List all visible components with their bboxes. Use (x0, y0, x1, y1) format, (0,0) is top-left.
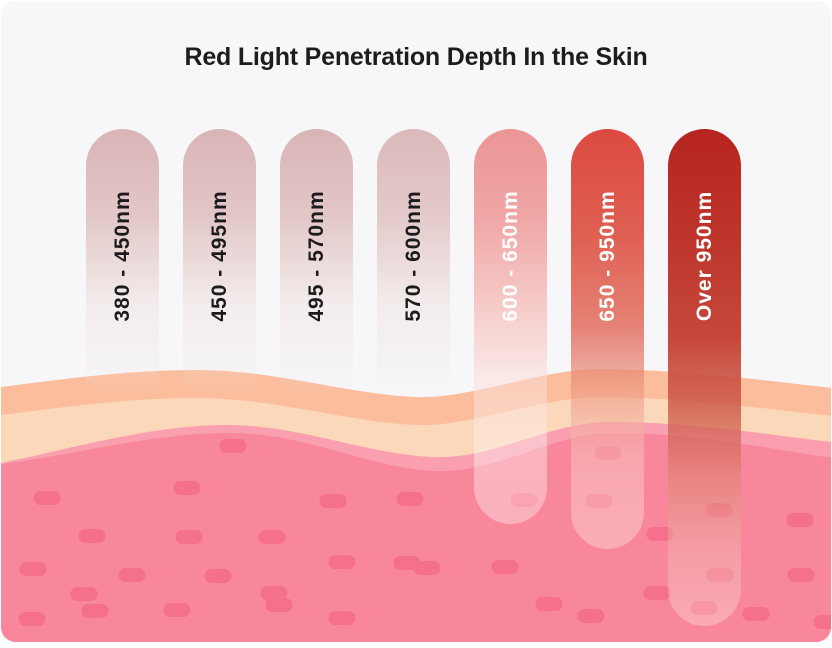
page-title: Red Light Penetration Depth In the Skin (184, 43, 648, 71)
dermis-spot (319, 494, 347, 508)
dermis-spot (175, 530, 203, 544)
wavelength-bar-label: 570 - 600nm (401, 190, 425, 322)
dermis-spot (78, 529, 106, 543)
dermis-spot (70, 587, 98, 601)
wavelength-bar-450-495nm: 450 - 495nm (183, 129, 256, 431)
dermis-spot (577, 609, 605, 623)
wavelength-bar-label: 380 - 450nm (110, 190, 134, 322)
dermis-spot (219, 439, 247, 453)
wavelength-bar-label: 495 - 570nm (304, 190, 328, 322)
wavelength-bar-600-650nm: 600 - 650nm (474, 129, 547, 524)
dermis-spot (328, 611, 356, 625)
wavelength-bar-650-950nm: 650 - 950nm (571, 129, 644, 549)
wavelength-bar-over-950nm: Over 950nm (668, 129, 741, 626)
wavelength-bar-label: 600 - 650nm (498, 190, 522, 322)
dermis-spot (328, 555, 356, 569)
dermis-spot (33, 491, 61, 505)
dermis-spot (643, 586, 671, 600)
wavelength-bar-label: 650 - 950nm (595, 190, 619, 322)
wavelength-bar-495-570nm: 495 - 570nm (280, 129, 353, 431)
wavelength-bar-380-450nm: 380 - 450nm (86, 129, 159, 431)
dermis-spot (535, 597, 563, 611)
wavelength-bar-label: 450 - 495nm (207, 190, 231, 322)
dermis-spot (258, 530, 286, 544)
dermis-spot (646, 527, 674, 541)
dermis-spot (204, 569, 232, 583)
dermis-spot (813, 615, 831, 629)
dermis-spot (786, 513, 814, 527)
dermis-spot (81, 604, 109, 618)
dermis-spot (396, 492, 424, 506)
dermis-spot (265, 598, 293, 612)
dermis-spot (163, 603, 191, 617)
wavelength-bar-label: Over 950nm (692, 190, 716, 322)
wavelength-bar-570-600nm: 570 - 600nm (377, 129, 450, 431)
dermis-spot (742, 607, 770, 621)
dermis-spot (787, 568, 815, 582)
dermis-spot (173, 481, 201, 495)
dermis-spot (413, 561, 441, 575)
dermis-spot (18, 612, 46, 626)
dermis-spot (491, 560, 519, 574)
dermis-spot (118, 568, 146, 582)
dermis-spot (19, 562, 47, 576)
dermis-spot (260, 586, 288, 600)
